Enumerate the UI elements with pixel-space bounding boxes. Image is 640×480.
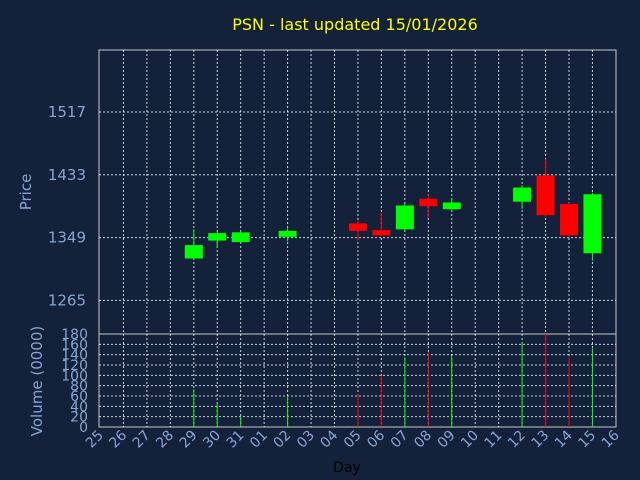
chart-title: PSN - last updated 15/01/2026 (232, 15, 478, 34)
candle-body (372, 230, 391, 236)
price-axis-label: Price (17, 174, 35, 211)
volume-y-tick-label: 100 (61, 368, 88, 384)
candle-body (513, 187, 532, 202)
x-tick-label: 02 (271, 428, 295, 452)
candle-body (208, 233, 227, 241)
volume-y-tick-label: 40 (70, 399, 88, 415)
price-y-tick-label: 1517 (48, 103, 86, 121)
candle-body (560, 203, 578, 236)
x-tick-label: 29 (177, 428, 201, 452)
x-tick-label: 07 (388, 428, 412, 452)
x-tick-label: 12 (505, 428, 529, 452)
candle-body (419, 198, 438, 207)
candles (184, 159, 602, 261)
price-y-tick-label: 1349 (48, 229, 86, 247)
price-y-tick-label: 1433 (48, 166, 86, 184)
volume-y-tick-label: 180 (61, 327, 88, 343)
candle-body (231, 232, 250, 243)
candle-body (536, 175, 555, 216)
x-tick-label: 30 (200, 428, 224, 452)
volume-y-tick-label: 140 (61, 348, 88, 364)
price-y-ticks: 1265 1349 1433 1517 (48, 103, 86, 309)
x-tick-label: 27 (130, 428, 154, 452)
x-tick-label: 03 (294, 428, 318, 452)
x-axis-label: Day (333, 460, 361, 476)
x-tick-label: 26 (106, 427, 130, 451)
x-tick-label: 16 (599, 427, 623, 451)
volume-y-tick-label: 60 (70, 389, 88, 405)
x-tick-label: 15 (575, 428, 599, 452)
x-tick-label: 06 (364, 427, 388, 451)
x-tick-label: 01 (247, 428, 271, 452)
volume-y-tick-label: 80 (70, 379, 88, 395)
candle-body (395, 205, 414, 230)
candle-body (348, 223, 367, 231)
candle-body (184, 245, 203, 259)
x-tick-label: 09 (435, 428, 459, 452)
price-panel: 1265 1349 1433 1517 Price (17, 49, 617, 335)
volume-axis-label: Volume (0000) (28, 326, 46, 436)
x-tick-label: 31 (224, 428, 248, 452)
volume-y-tick-label: 0 (79, 420, 88, 436)
x-tick-label: 08 (411, 428, 435, 452)
price-y-tick-label: 1265 (48, 291, 86, 309)
candle-body (278, 230, 297, 237)
volume-y-tick-label: 120 (61, 358, 88, 374)
volume-bars (193, 334, 593, 427)
volume-y-tick-label: 160 (61, 337, 88, 353)
x-tick-label: 28 (153, 428, 177, 452)
x-tick-label: 14 (552, 427, 576, 451)
x-tick-label: 04 (317, 427, 341, 451)
candle-body (442, 202, 461, 210)
candle-body (583, 194, 602, 254)
x-tick-label: 13 (528, 428, 552, 452)
x-ticks: 25 26 27 28 29 30 31 01 02 03 04 05 06 07 08 09 10 11 12 13… (83, 427, 623, 451)
x-tick-label: 05 (341, 428, 365, 452)
x-tick-label: 10 (458, 428, 482, 452)
volume-y-tick-label: 20 (70, 410, 88, 426)
x-tick-label: 11 (482, 428, 506, 452)
